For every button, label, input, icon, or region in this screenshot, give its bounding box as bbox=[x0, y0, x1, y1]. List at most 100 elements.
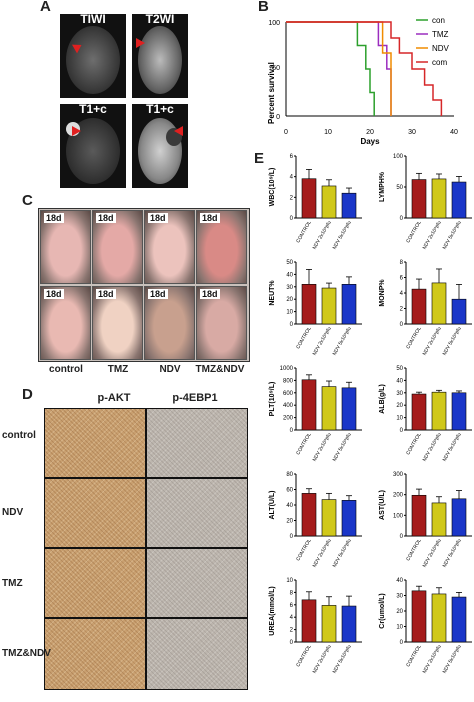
y-tick-label: 8 bbox=[400, 260, 404, 266]
x-tick-label: NDV 5x10⁸pfu bbox=[332, 220, 353, 251]
bar bbox=[451, 181, 467, 219]
y-tick-label: 0 bbox=[290, 322, 294, 328]
x-tick-label: NDV 5x10⁸pfu bbox=[442, 644, 463, 675]
bar bbox=[431, 391, 447, 431]
survival-xtick: 10 bbox=[324, 129, 332, 136]
survival-line-con bbox=[286, 21, 375, 116]
survival-xtick: 30 bbox=[408, 129, 416, 136]
y-tick-label: 80 bbox=[286, 472, 293, 478]
bar bbox=[411, 393, 427, 431]
photo-group-label: NDV bbox=[159, 364, 181, 375]
y-tick-label: 4 bbox=[400, 291, 404, 297]
bar bbox=[341, 387, 357, 431]
y-tick-label: 10 bbox=[286, 310, 293, 316]
x-tick-label: CONTROL bbox=[295, 644, 313, 668]
x-tick-label: NDV 5x10⁸pfu bbox=[442, 326, 463, 357]
bar bbox=[321, 386, 337, 431]
ihc-image-p-4ebp1 bbox=[146, 618, 248, 690]
mri-t2wi: T2WI bbox=[132, 14, 188, 98]
ihc-row-label: NDV bbox=[2, 507, 24, 518]
y-tick-label: 0 bbox=[400, 428, 404, 434]
y-tick-label: 50 bbox=[286, 260, 293, 266]
y-tick-label: 0 bbox=[290, 216, 294, 222]
y-tick-label: 30 bbox=[286, 285, 293, 291]
y-tick-label: 10 bbox=[396, 416, 403, 422]
bar-chart-ylabel: ALT(U/L) bbox=[269, 490, 276, 519]
survival-xtick: 0 bbox=[284, 129, 288, 136]
bar bbox=[431, 502, 447, 537]
ihc-row-label: TMZ bbox=[2, 578, 23, 589]
bar bbox=[411, 288, 427, 325]
x-tick-label: NDV 2x10⁸pfu bbox=[312, 326, 333, 357]
x-tick-label: CONTROL bbox=[295, 220, 313, 244]
brain-photo: 18d bbox=[196, 286, 247, 360]
y-tick-label: 20 bbox=[396, 609, 403, 615]
y-tick-label: 0 bbox=[400, 216, 404, 222]
brain-photo: 18d bbox=[40, 210, 91, 284]
panel-label-e: E bbox=[254, 150, 265, 167]
y-tick-label: 0 bbox=[290, 534, 294, 540]
mri-t2wi-label: T2WI bbox=[145, 14, 175, 26]
survival-xtick: 40 bbox=[450, 129, 458, 136]
y-tick-label: 200 bbox=[393, 493, 404, 499]
y-tick-label: 30 bbox=[396, 391, 403, 397]
x-tick-label: NDV 2x10⁸pfu bbox=[422, 432, 443, 463]
survival-line-tmz bbox=[286, 21, 392, 116]
bar-chart-ylabel: PLT(10⁹/L) bbox=[269, 382, 276, 417]
x-tick-label: NDV 5x10⁸pfu bbox=[442, 432, 463, 463]
x-tick-label: NDV 2x10⁸pfu bbox=[312, 538, 333, 569]
y-tick-label: 4 bbox=[290, 175, 294, 181]
ihc-image-p-4ebp1 bbox=[146, 408, 248, 478]
x-tick-label: CONTROL bbox=[405, 644, 423, 668]
mri-t1wi-label: TIWI bbox=[80, 14, 106, 26]
bar bbox=[301, 178, 317, 219]
survival-xtick: 20 bbox=[366, 129, 374, 136]
mri-t1c-right-label: T1+c bbox=[146, 104, 174, 116]
y-tick-label: 20 bbox=[396, 403, 403, 409]
y-tick-label: 300 bbox=[393, 472, 404, 478]
bar bbox=[301, 493, 317, 537]
x-tick-label: NDV 5x10⁸pfu bbox=[442, 538, 463, 569]
bar-chart-ylabel: ALB(g/L) bbox=[379, 384, 386, 414]
y-tick-label: 200 bbox=[283, 416, 294, 422]
y-tick-label: 20 bbox=[286, 297, 293, 303]
x-tick-label: CONTROL bbox=[405, 432, 423, 456]
x-tick-label: NDV 2x10⁸pfu bbox=[312, 432, 333, 463]
photo-group-label: TMZ&NDV bbox=[195, 364, 245, 375]
mri-t1wi: TIWI bbox=[60, 14, 126, 98]
y-tick-label: 40 bbox=[286, 503, 293, 509]
day-label: 18d bbox=[148, 213, 168, 223]
y-tick-label: 6 bbox=[290, 603, 294, 609]
x-tick-label: CONTROL bbox=[295, 326, 313, 350]
bar-chart-ylabel: WBC(10⁹/L) bbox=[269, 168, 276, 207]
day-label: 18d bbox=[96, 213, 116, 223]
y-tick-label: 800 bbox=[283, 378, 294, 384]
y-tick-label: 100 bbox=[393, 513, 404, 519]
bar bbox=[301, 379, 317, 431]
y-tick-label: 1000 bbox=[280, 366, 294, 372]
y-tick-label: 2 bbox=[290, 628, 294, 634]
x-tick-label: NDV 5x10⁸pfu bbox=[332, 432, 353, 463]
x-tick-label: CONTROL bbox=[295, 538, 313, 562]
y-tick-label: 10 bbox=[396, 625, 403, 631]
day-label: 18d bbox=[148, 289, 168, 299]
bar-chart-ylabel: Cr(umol/L) bbox=[379, 593, 386, 628]
x-tick-label: NDV 2x10⁸pfu bbox=[422, 644, 443, 675]
day-label: 18d bbox=[44, 213, 64, 223]
panel-label-a: A bbox=[40, 0, 51, 15]
bar bbox=[451, 298, 467, 325]
bar bbox=[321, 605, 337, 643]
ihc-image-p-akt bbox=[44, 408, 146, 478]
photo-group-label: control bbox=[49, 364, 83, 375]
brain-photo: 18d bbox=[196, 210, 247, 284]
y-tick-label: 8 bbox=[290, 590, 294, 596]
survival-line-ndv bbox=[286, 21, 392, 116]
day-label: 18d bbox=[96, 289, 116, 299]
